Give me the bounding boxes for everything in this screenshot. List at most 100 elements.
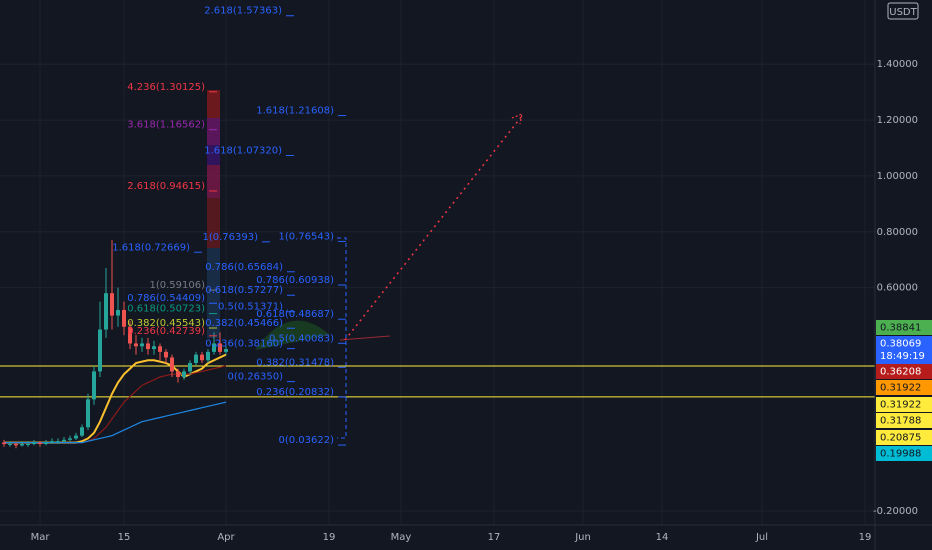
fib-zone xyxy=(207,118,220,198)
fib-level-label: 0.786(0.54409) xyxy=(127,293,205,304)
fib-level-label: 1.618(1.07320) xyxy=(204,145,282,156)
candle-body xyxy=(182,371,186,377)
price-badge xyxy=(876,446,932,461)
candle-body xyxy=(134,343,138,347)
y-tick-label: 1.20000 xyxy=(877,115,918,126)
x-tick-label: 15 xyxy=(118,532,131,543)
axis-labels: -0.20000 0.60000 0.80000 1.00000 1.20000 1.40… xyxy=(31,59,932,543)
candle-body xyxy=(38,442,42,445)
fib-level-label: 2.618(0.94615) xyxy=(127,181,205,192)
price-badge-label: 0.38841 xyxy=(880,323,921,334)
price-badge xyxy=(876,413,932,428)
price-badge xyxy=(876,364,932,379)
x-tick-label: Apr xyxy=(217,532,235,543)
fib-level-label: 1.618(0.72669) xyxy=(112,242,190,253)
price-badge xyxy=(876,430,932,445)
price-badge-label: 0.31922 xyxy=(880,383,921,394)
fib-level-label: 0.618(0.48687) xyxy=(256,309,334,320)
x-tick-label: Jul xyxy=(755,532,768,543)
y-tick-label: -0.20000 xyxy=(873,506,918,517)
price-badge-label: 0.38069 xyxy=(880,339,921,350)
x-tick-label: 14 xyxy=(656,532,669,543)
candle-body xyxy=(80,427,84,436)
candle-body xyxy=(224,349,228,352)
candle-body xyxy=(110,293,114,316)
x-tick-label: Mar xyxy=(31,532,51,543)
candle-body xyxy=(20,444,24,446)
fib-level-label: 0.382(0.31478) xyxy=(256,357,334,368)
candle-body xyxy=(140,343,144,347)
price-badge-label: 0.20875 xyxy=(880,433,921,444)
fib-level-label: 0.618(0.57277) xyxy=(205,285,283,296)
candle-body xyxy=(194,354,198,364)
fib-level-label: 1.618(1.21608) xyxy=(256,106,334,117)
candle-body xyxy=(98,329,102,372)
fib-level-label: 0.236(0.38160) xyxy=(205,339,283,350)
fib-level-label: 4.236(1.30125) xyxy=(127,82,205,93)
fib-zone xyxy=(207,165,220,248)
candle-body xyxy=(86,399,90,428)
candle-body xyxy=(62,439,66,442)
candle-body xyxy=(206,351,210,361)
y-tick-label: 0.60000 xyxy=(877,283,918,294)
fib-level-label: 2.618(1.57363) xyxy=(204,6,282,17)
fib-level-label: 0.5(0.51371) xyxy=(218,302,283,313)
grid xyxy=(0,0,875,525)
fib-level-label: 0.786(0.65684) xyxy=(205,262,283,273)
currency-badge[interactable] xyxy=(887,2,919,20)
candle-body xyxy=(170,357,174,372)
candle-body xyxy=(164,351,168,358)
price-badge xyxy=(876,320,932,335)
candle-body xyxy=(92,371,96,400)
candle-body xyxy=(50,441,54,443)
price-badge-label: 0.19988 xyxy=(880,449,921,460)
candle-body xyxy=(152,346,156,350)
fib-level-label: 0.382(0.45466) xyxy=(205,318,283,329)
candle-body xyxy=(176,371,180,377)
fib-level-label: 0.382(0.45543) xyxy=(127,318,205,329)
candle-body xyxy=(116,309,120,316)
candle-body xyxy=(56,441,60,443)
fib-level-label: 3.618(1.16562) xyxy=(127,120,205,131)
fib-zone xyxy=(207,248,220,338)
price-badge xyxy=(876,336,932,364)
x-tick-label: 17 xyxy=(488,532,501,543)
candle-body xyxy=(74,435,78,439)
candle-body xyxy=(2,442,6,445)
price-badge xyxy=(876,380,932,395)
plot: 2.618(1.57363) 4.236(1.30125) 1.618(1.2160… xyxy=(0,6,875,449)
price-badge-label: 0.31922 xyxy=(880,400,921,411)
fib-level-label: 1(0.59106) xyxy=(149,280,205,291)
candle-body xyxy=(188,363,192,372)
fib-level-label: 1(0.76543) xyxy=(278,231,334,242)
candle-body xyxy=(104,293,108,330)
candle-body xyxy=(32,442,36,445)
price-badge-label: 0.36208 xyxy=(880,367,921,378)
candle-body xyxy=(212,343,216,352)
currency: USDT xyxy=(889,7,917,18)
candle-body xyxy=(200,354,204,361)
x-tick-label: 19 xyxy=(859,532,872,543)
trend-line xyxy=(339,335,391,341)
candle-body xyxy=(122,309,126,327)
fib-level-label: 0.236(0.20832) xyxy=(256,387,334,398)
countdown: 18:49:19 xyxy=(880,351,925,362)
fib-level-label: 0.618(0.50723) xyxy=(127,304,205,315)
candle-body xyxy=(218,343,222,352)
fib-level-label: 0(0.26350) xyxy=(227,372,283,383)
candle-body xyxy=(26,444,30,446)
candle-body xyxy=(44,442,48,445)
projection-arrow xyxy=(511,113,523,125)
candle-body xyxy=(14,444,18,446)
y-tick-label: 0.80000 xyxy=(877,227,918,238)
candle-body xyxy=(68,438,72,440)
fib-bracket xyxy=(337,237,347,439)
candle-body xyxy=(128,326,132,344)
candle-body xyxy=(146,343,150,350)
volume-profile xyxy=(255,320,330,350)
fib-level-label: 0(0.03622) xyxy=(278,435,334,446)
x-tick-label: May xyxy=(391,532,412,543)
x-tick-label: Jun xyxy=(574,532,591,543)
